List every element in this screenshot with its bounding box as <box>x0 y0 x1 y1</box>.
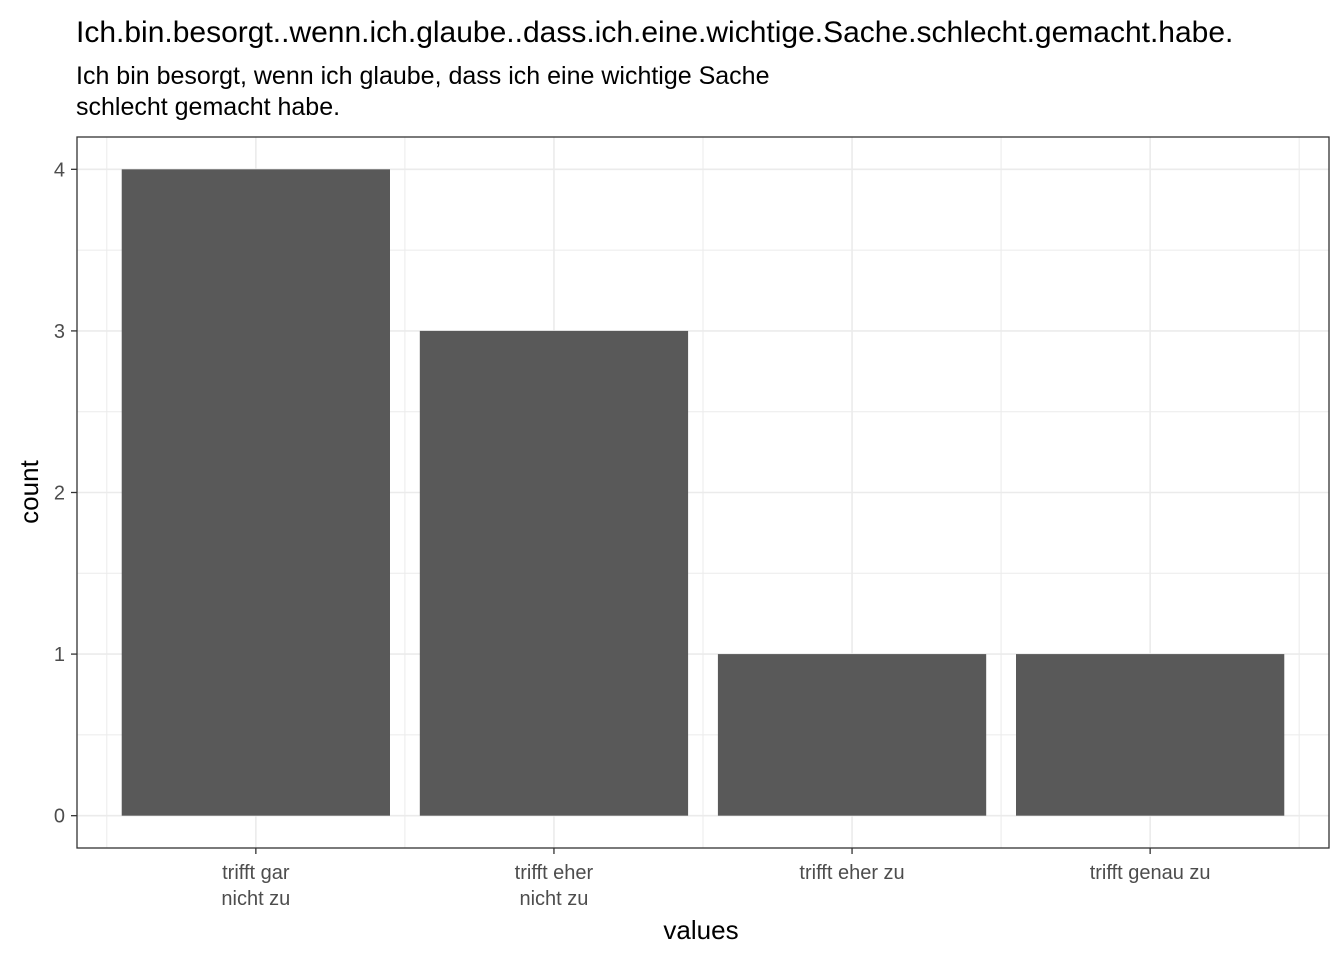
y-tick-label: 0 <box>54 806 65 828</box>
y-tick-labels: 0 1 2 3 4 <box>54 159 65 827</box>
bar <box>121 169 390 816</box>
bar <box>1016 654 1285 816</box>
bar <box>419 330 689 816</box>
axis-ticks <box>71 168 1151 854</box>
y-tick-label: 3 <box>54 321 65 343</box>
x-tick-label: trifft genau zu <box>1090 862 1211 884</box>
x-tick-label: trifft eher <box>515 862 594 884</box>
bar <box>717 654 987 816</box>
x-tick-labels: trifft gar nicht zu trifft eher nicht zu tri… <box>221 862 1210 910</box>
y-tick-label: 4 <box>54 159 65 181</box>
bars <box>121 169 1285 816</box>
chart-subtitle-line-1: Ich bin besorgt, wenn ich glaube, dass i… <box>76 62 769 90</box>
x-tick-label: nicht zu <box>221 888 290 910</box>
y-tick-label: 2 <box>54 483 65 505</box>
x-axis-title: values <box>663 915 738 945</box>
chart-title: Ich.bin.besorgt..wenn.ich.glaube..dass.i… <box>76 16 1233 49</box>
y-tick-label: 1 <box>54 644 65 666</box>
x-tick-label: trifft eher zu <box>799 862 904 884</box>
chart-subtitle-line-2: schlecht gemacht habe. <box>76 93 340 121</box>
x-tick-label: nicht zu <box>519 888 588 910</box>
y-axis-title: count <box>14 459 44 523</box>
x-tick-label: trifft gar <box>222 862 290 884</box>
